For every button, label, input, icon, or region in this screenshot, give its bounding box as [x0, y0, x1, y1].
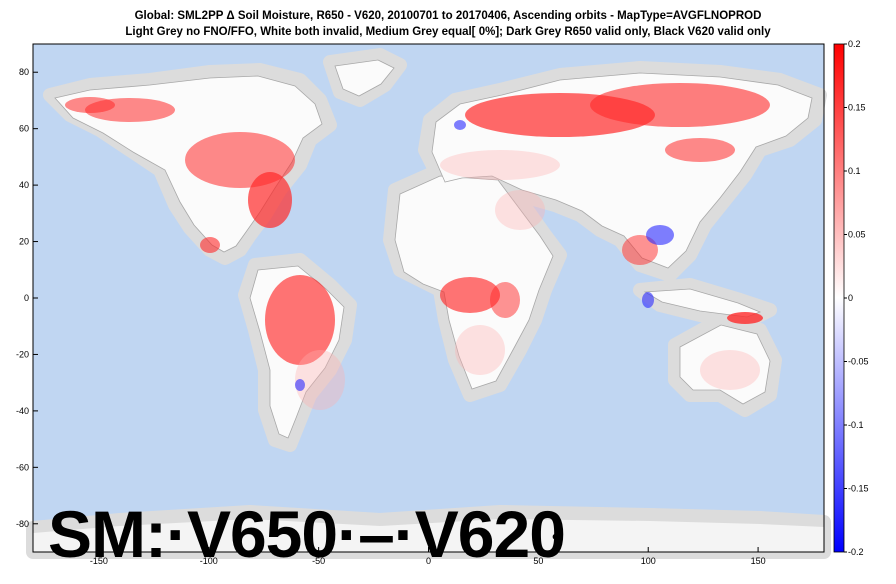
pilcrow-mark: ¶ [552, 532, 561, 549]
y-tick-label: -60 [16, 462, 29, 472]
map-title-line2: Light Grey no FNO/FFO, White both invali… [125, 26, 771, 38]
colorbar-ticks: 0.2 0.15 0.1 0.05 0 -0.05 -0.1 -0.15 -0.2 [844, 39, 869, 557]
x-tick-label: -150 [90, 556, 108, 566]
x-tick-label: -100 [200, 556, 218, 566]
greenland [334, 59, 395, 97]
colorbar-tick-label: 0.1 [848, 166, 861, 176]
x-tick-label: 50 [533, 556, 543, 566]
colorbar-tick-label: 0.2 [848, 39, 861, 49]
colorbar-tick-label: -0.1 [848, 420, 864, 430]
colorbar-tick-label: 0.05 [848, 230, 866, 240]
overlay-label: SM:·V650·–·V620 [48, 497, 566, 571]
map-title-line1: Global: SML2PP Δ Soil Moisture, R650 - V… [134, 10, 762, 22]
antarctica [33, 519, 824, 552]
colorbar [833, 43, 845, 553]
x-axis-ticks: -150 -100 -50 0 50 100 150 [90, 547, 766, 566]
y-tick-label: 20 [19, 237, 29, 247]
x-tick-label: 100 [641, 556, 656, 566]
australia [679, 324, 771, 405]
y-tick-label: -40 [16, 406, 29, 416]
soil-moisture-positive-regions [65, 83, 770, 365]
y-axis-ticks: 80 60 40 20 0 -20 -40 -60 -80 [16, 67, 38, 529]
soil-moisture-negative-regions [295, 120, 674, 391]
colorbar-tick-label: 0 [848, 293, 853, 303]
x-tick-label: 150 [751, 556, 766, 566]
colorbar-tick-label: -0.05 [848, 357, 869, 367]
colorbar-tick-label: 0.15 [848, 103, 866, 113]
y-tick-label: 80 [19, 67, 29, 77]
y-tick-label: 60 [19, 124, 29, 134]
y-tick-label: -80 [16, 519, 29, 529]
y-tick-label: 0 [24, 293, 29, 303]
x-tick-label: -50 [312, 556, 325, 566]
soil-moisture-light-positive [295, 150, 760, 410]
y-tick-label: 40 [19, 180, 29, 190]
colorbar-tick-label: -0.2 [848, 547, 864, 557]
x-tick-label: 0 [426, 556, 431, 566]
y-tick-label: -20 [16, 349, 29, 359]
colorbar-tick-label: -0.15 [848, 484, 869, 494]
